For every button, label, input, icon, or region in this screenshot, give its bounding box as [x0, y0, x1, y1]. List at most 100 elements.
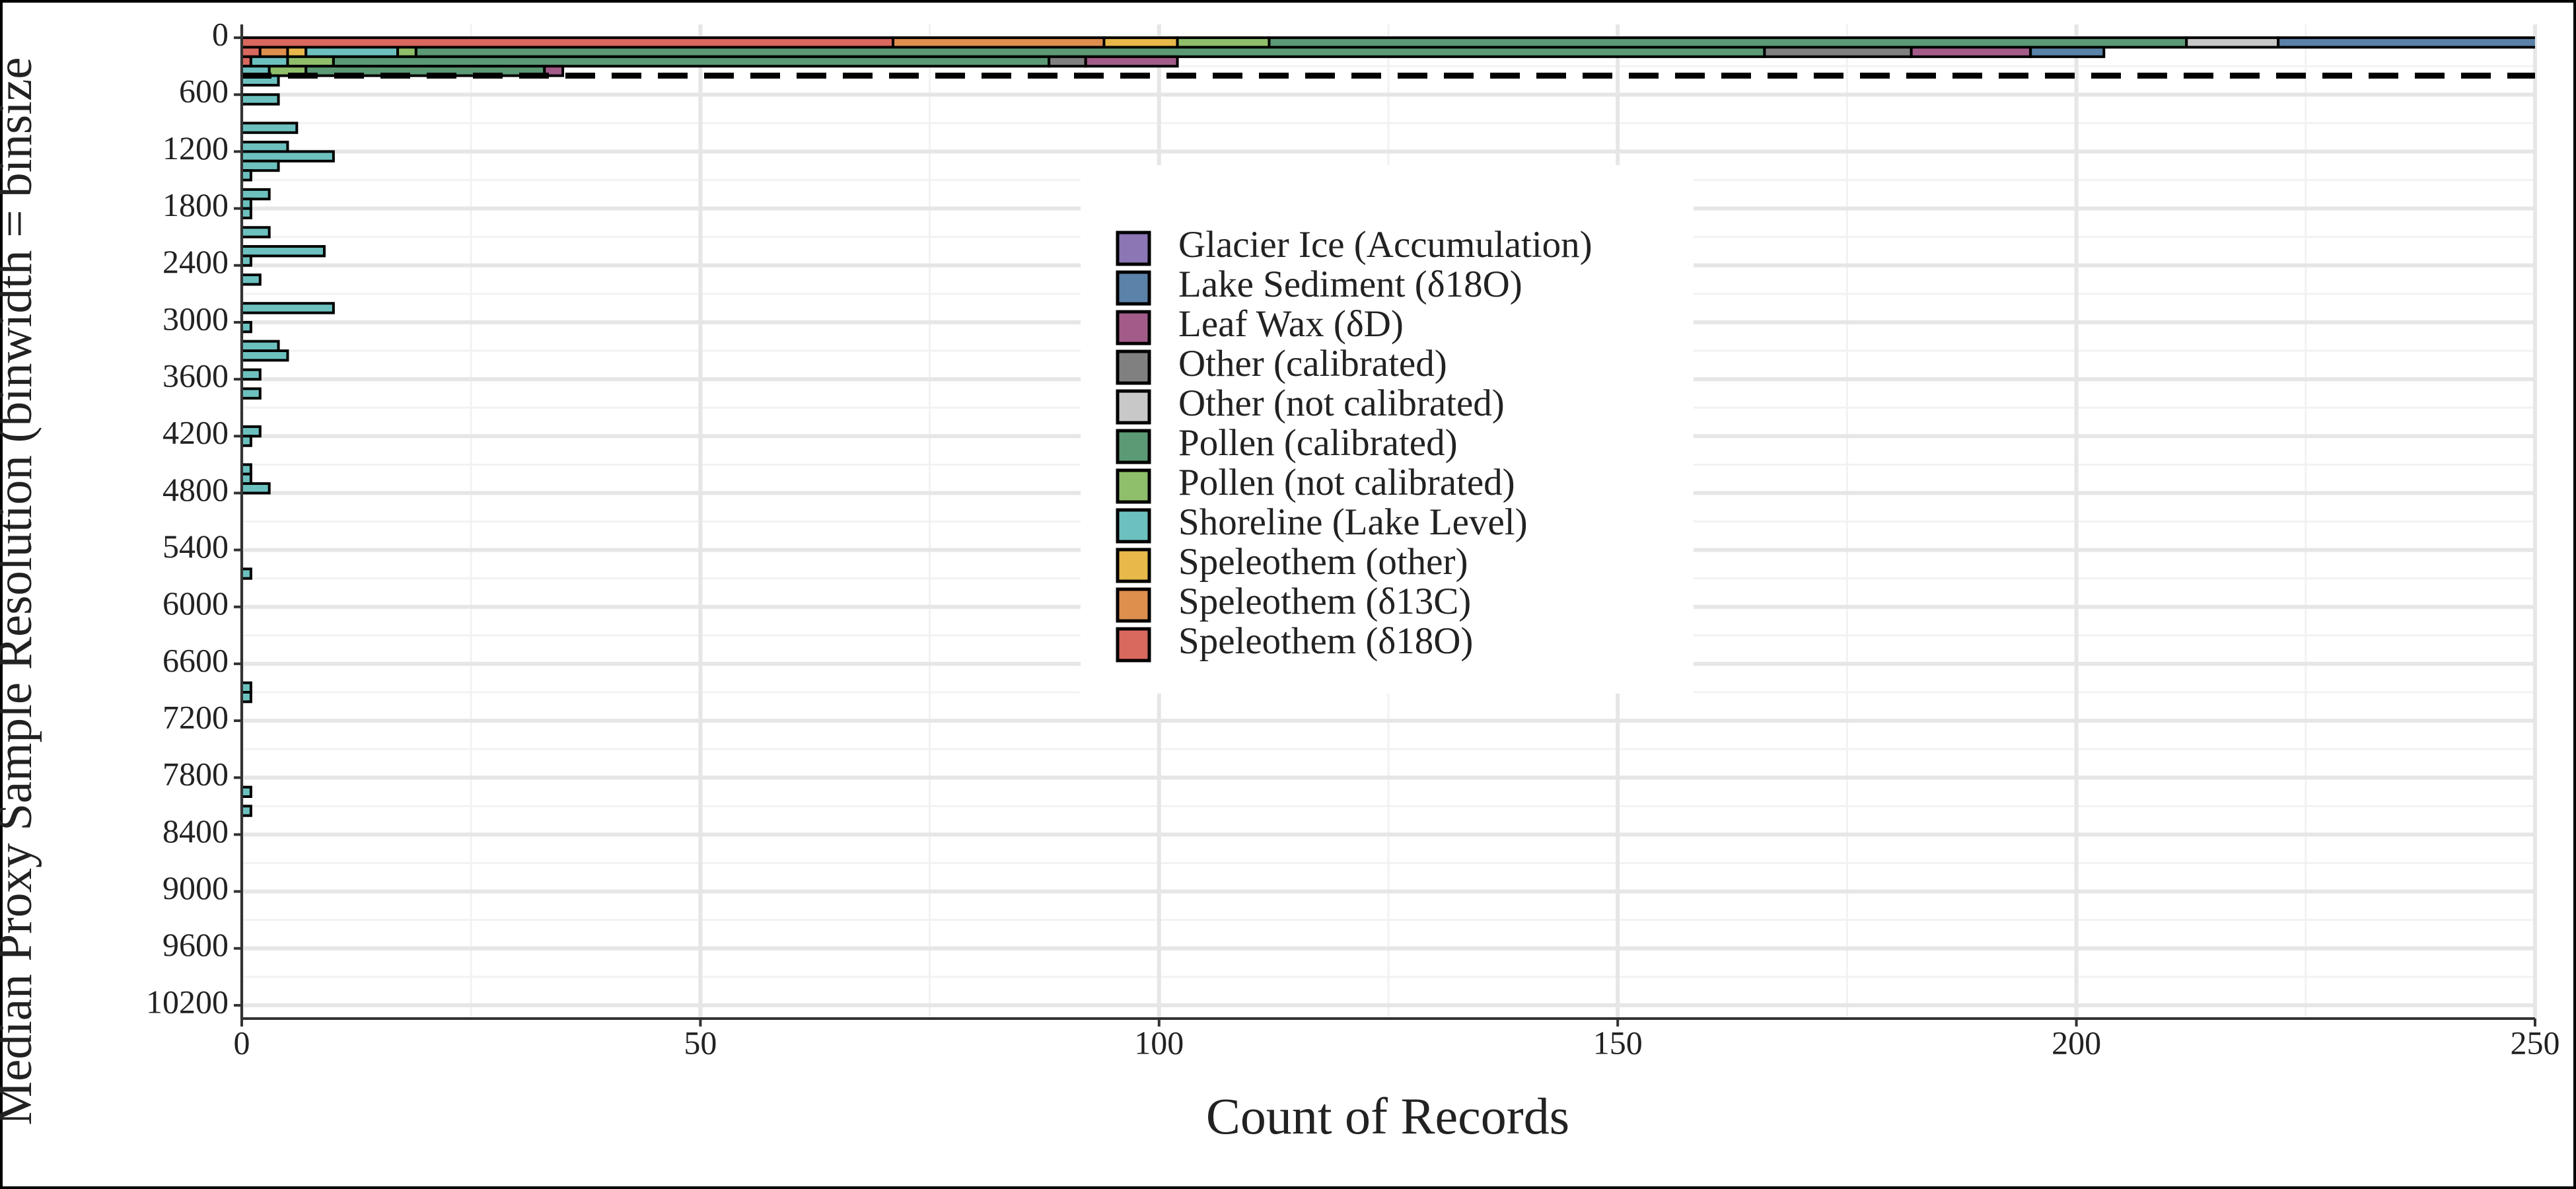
y-tick-label: 10200: [146, 983, 229, 1020]
bar-segment: [1176, 36, 1271, 49]
legend-label: Pollen (not calibrated): [1178, 462, 1515, 503]
legend-key: [1116, 270, 1151, 306]
legend-key: [1116, 231, 1151, 266]
bar-segment: [242, 273, 262, 286]
y-tick-label: 7800: [162, 756, 229, 793]
bar-segment: [242, 690, 252, 703]
bar-segment: [242, 226, 271, 238]
y-tick-label: 1200: [162, 129, 229, 166]
bar-segment: [1268, 36, 2188, 49]
bar-segment: [242, 254, 252, 267]
y-tick-label: 1800: [162, 186, 229, 223]
bar-segment: [892, 36, 1106, 49]
bar-segment: [249, 55, 289, 68]
bar-segment: [242, 340, 280, 353]
bar-segment: [242, 245, 326, 258]
bar-segment: [2029, 46, 2106, 58]
bar-segment: [242, 169, 252, 182]
legend-key: [1116, 389, 1151, 425]
legend-key: [1116, 349, 1151, 385]
bar-segment: [242, 482, 271, 495]
bar-segment: [242, 198, 252, 210]
x-tick-label: 0: [234, 1024, 250, 1061]
y-tick-label: 9600: [162, 926, 229, 963]
x-tick-label: 250: [2511, 1024, 2560, 1061]
x-tick-label: 100: [1134, 1024, 1184, 1061]
bar-segment: [242, 36, 895, 49]
y-tick-label: 600: [179, 73, 229, 110]
legend-label: Speleothem (δ18O): [1178, 620, 1473, 662]
legend-key: [1116, 468, 1151, 504]
bar-segment: [242, 46, 262, 58]
bar-segment: [242, 93, 280, 106]
bar-segment: [242, 122, 299, 134]
bar-segment: [242, 188, 271, 201]
bar-segment: [242, 159, 280, 172]
legend-key: [1116, 429, 1151, 464]
x-tick-label: 150: [1593, 1024, 1643, 1061]
bar-segment: [242, 368, 262, 381]
y-tick-label: 4200: [162, 414, 229, 451]
legend-key: [1116, 627, 1151, 663]
bar-segment: [242, 435, 252, 447]
legend-box: [1081, 165, 1694, 694]
y-tick-label: 9000: [162, 869, 229, 906]
bar-segment: [258, 46, 289, 58]
bar-segment: [242, 320, 252, 334]
legend-label: Other (calibrated): [1178, 343, 1447, 384]
y-tick-label: 6000: [162, 585, 229, 622]
legend-label: Other (not calibrated): [1178, 382, 1505, 424]
bar-segment: [242, 805, 252, 817]
y-tick-label: 2400: [162, 243, 229, 280]
bar-segment: [242, 349, 289, 362]
bar-segment: [1048, 55, 1087, 68]
bar-segment: [2185, 36, 2280, 49]
legend-label: Speleothem (other): [1178, 541, 1468, 583]
bar-segment: [286, 46, 308, 58]
bar-segment: [1102, 36, 1179, 49]
bar-segment: [396, 46, 417, 58]
y-tick-label: 4800: [162, 471, 229, 508]
legend-label: Glacier Ice (Accumulation): [1178, 224, 1592, 266]
bar-segment: [242, 681, 252, 694]
bar-segment: [242, 302, 335, 314]
legend-label: Leaf Wax (δD): [1178, 303, 1404, 345]
bar-segment: [242, 567, 252, 580]
bar-segment: [242, 207, 252, 219]
legend-label: Pollen (calibrated): [1178, 422, 1458, 464]
y-tick-label: 7200: [162, 699, 229, 736]
y-tick-label: 0: [212, 16, 229, 53]
y-tick-label: 5400: [162, 528, 229, 565]
bar-segment: [1084, 55, 1179, 68]
legend-key: [1116, 548, 1151, 583]
bar-segment: [242, 141, 289, 153]
bar-segment: [286, 55, 335, 68]
bar-segment: [304, 46, 400, 58]
x-tick-label: 200: [2052, 1024, 2101, 1061]
bar-segment: [543, 65, 565, 77]
bar-segment: [242, 425, 262, 438]
bar-segment: [1763, 46, 1913, 58]
y-tick-label: 6600: [162, 641, 229, 678]
legend-key: [1116, 587, 1151, 623]
y-axis-title: Median Proxy Sample Resolution (binwidth…: [0, 57, 42, 1125]
bar-segment: [2277, 36, 2535, 49]
bar-segment: [242, 150, 335, 162]
bar-segment: [242, 463, 252, 476]
legend-key: [1116, 508, 1151, 544]
legend-key: [1116, 310, 1151, 345]
bar-segment: [1910, 46, 2032, 58]
foreground-layer: 0 50 100 150 200 250 0 600 1200 1800 2400 3000 3600 4…: [146, 16, 2560, 1062]
x-tick-label: 50: [684, 1024, 717, 1061]
legend-label: Shoreline (Lake Level): [1178, 501, 1528, 543]
y-tick-label: 3000: [162, 300, 229, 337]
bar-segment: [242, 472, 252, 486]
bar-segment: [414, 46, 1766, 58]
bar-segment: [242, 387, 262, 400]
bar-segment: [332, 55, 1051, 68]
bar-segment: [242, 785, 252, 798]
bar-segment: [242, 55, 252, 68]
x-axis-title: Count of Records: [1206, 1087, 1569, 1145]
legend-label: Lake Sediment (δ18O): [1178, 264, 1522, 305]
